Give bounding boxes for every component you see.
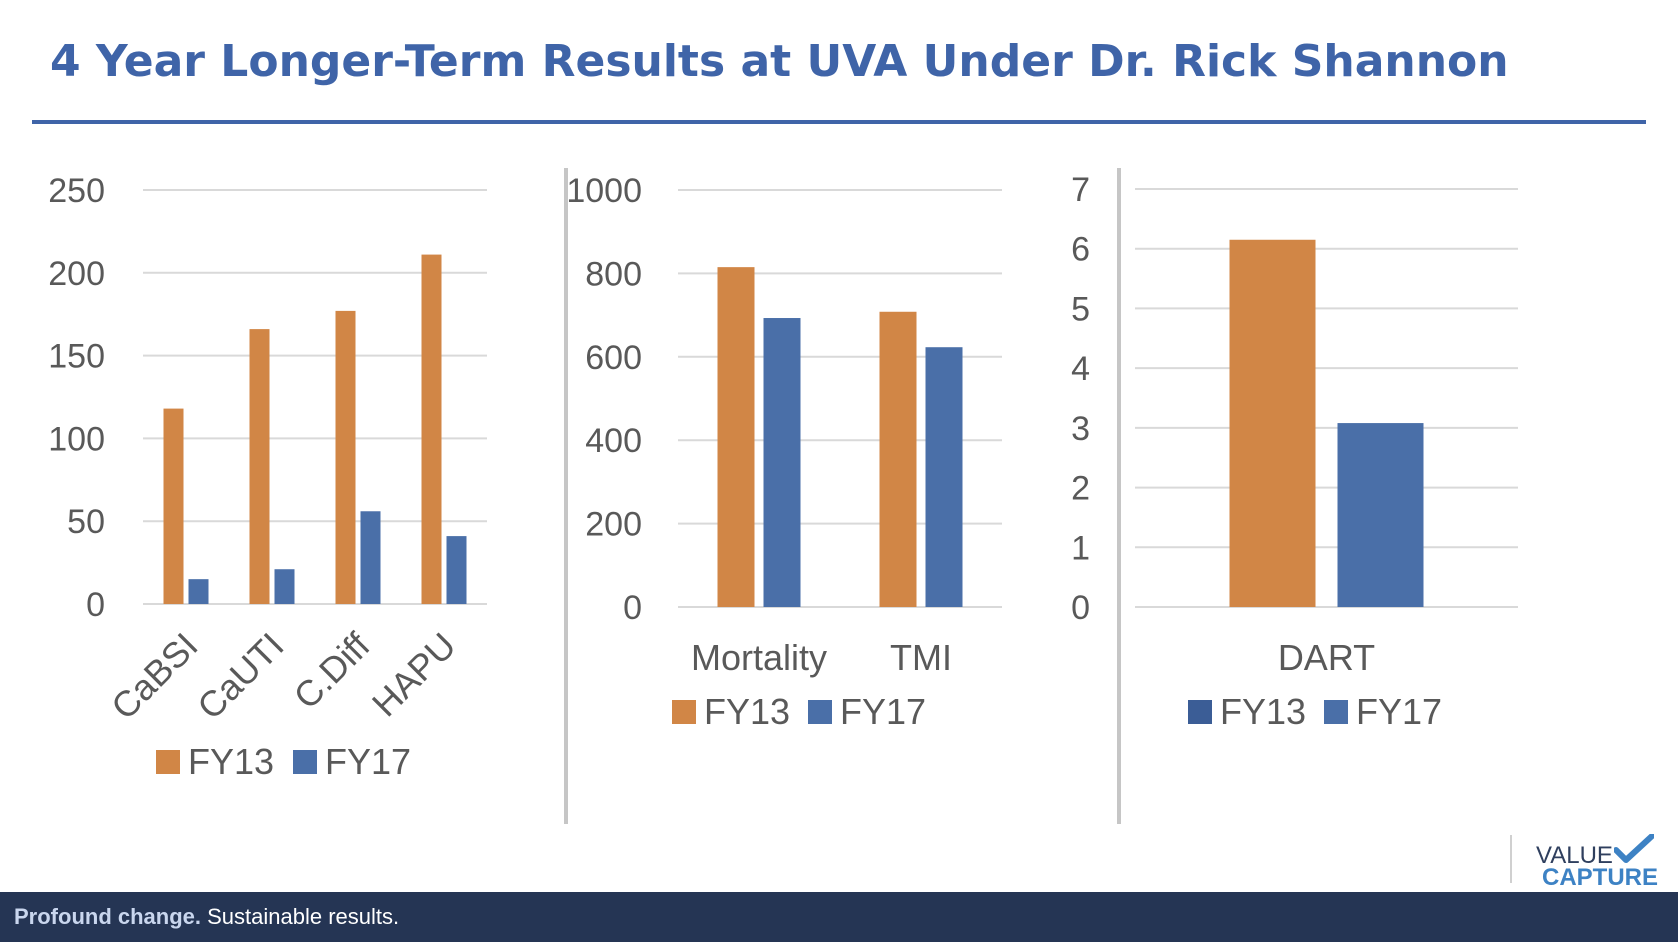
bar-fy13-dart <box>1229 239 1316 607</box>
bar-fy17-tmi <box>925 347 963 607</box>
y-tick-label: 200 <box>585 506 642 544</box>
legend-swatch-fy13 <box>672 700 696 724</box>
legend-label-fy17: FY17 <box>840 691 926 732</box>
y-tick-label: 2 <box>1071 470 1090 508</box>
category-label: DART <box>1278 637 1375 678</box>
chart-mortality-tmi: 0 200 400 600 800 1000 Mortality TMI FY13 FY17 <box>566 172 1002 732</box>
panel-divider-2 <box>1117 168 1121 824</box>
y-tick-label: 50 <box>67 503 105 541</box>
legend-label-fy13: FY13 <box>704 691 790 732</box>
bar-fy17-dart <box>1337 423 1424 607</box>
bar-fy17-cauti <box>274 569 295 604</box>
legend-swatch-fy13 <box>156 750 180 774</box>
y-tick-label: 400 <box>585 422 642 460</box>
bar-fy17-hapu <box>446 536 467 604</box>
y-tick-label: 0 <box>623 589 642 627</box>
panel-divider-1 <box>564 168 568 824</box>
y-tick-label: 0 <box>86 586 105 624</box>
chart-dart: 0 1 2 3 4 5 6 7 DART FY13 FY17 <box>1071 171 1518 732</box>
bar-fy13-cdiff <box>335 310 356 604</box>
legend-label-fy17: FY17 <box>325 741 411 782</box>
y-tick-label: 150 <box>48 338 105 376</box>
y-tick-label: 3 <box>1071 410 1090 448</box>
bar-fy13-mortality <box>717 267 755 607</box>
y-tick-label: 4 <box>1071 350 1090 388</box>
category-label: HAPU <box>364 625 464 725</box>
bar-fy17-mortality <box>763 318 801 607</box>
bar-fy17-cabsi <box>188 579 209 604</box>
legend-swatch-fy17 <box>808 700 832 724</box>
y-tick-label: 0 <box>1071 589 1090 627</box>
y-tick-label: 1 <box>1071 529 1090 567</box>
category-label: TMI <box>890 637 952 678</box>
y-tick-label: 200 <box>48 255 105 293</box>
footer-bar: Profound change. Sustainable results. <box>0 892 1678 942</box>
bar-fy13-cauti <box>249 329 270 604</box>
page-title: 4 Year Longer-Term Results at UVA Under … <box>50 36 1509 87</box>
y-tick-label: 600 <box>585 339 642 377</box>
legend-swatch-fy17 <box>1324 700 1348 724</box>
logo-divider <box>1510 835 1512 883</box>
logo-text-capture: CAPTURE <box>1542 864 1659 891</box>
category-label: Mortality <box>691 637 827 678</box>
y-tick-label: 100 <box>48 420 105 458</box>
bar-fy17-cdiff <box>360 511 381 604</box>
footer-tagline-rest: Sustainable results. <box>201 904 400 929</box>
category-label: CaUTI <box>189 625 292 728</box>
title-underline <box>32 120 1646 124</box>
bar-fy13-cabsi <box>163 408 184 604</box>
y-tick-label: 800 <box>585 255 642 293</box>
category-label: C.Diff <box>285 624 378 717</box>
logo-text-value: VALUE <box>1536 842 1613 869</box>
category-label: CaBSI <box>103 625 206 728</box>
bar-fy13-hapu <box>421 254 442 605</box>
footer-tagline: Profound change. Sustainable results. <box>14 904 399 930</box>
y-tick-label: 1000 <box>566 172 642 210</box>
footer-tagline-strong: Profound change. <box>14 904 201 929</box>
checkmark-logo-icon <box>1614 834 1654 863</box>
bar-fy13-tmi <box>879 311 917 607</box>
legend-swatch-fy17 <box>293 750 317 774</box>
y-tick-label: 5 <box>1071 290 1090 328</box>
legend-label-fy13: FY13 <box>1220 691 1306 732</box>
y-tick-label: 7 <box>1071 171 1090 209</box>
y-tick-label: 6 <box>1071 231 1090 269</box>
y-tick-label: 250 <box>48 172 105 210</box>
legend-swatch-fy13 <box>1188 700 1212 724</box>
legend-label-fy17: FY17 <box>1356 691 1442 732</box>
legend-label-fy13: FY13 <box>188 741 274 782</box>
